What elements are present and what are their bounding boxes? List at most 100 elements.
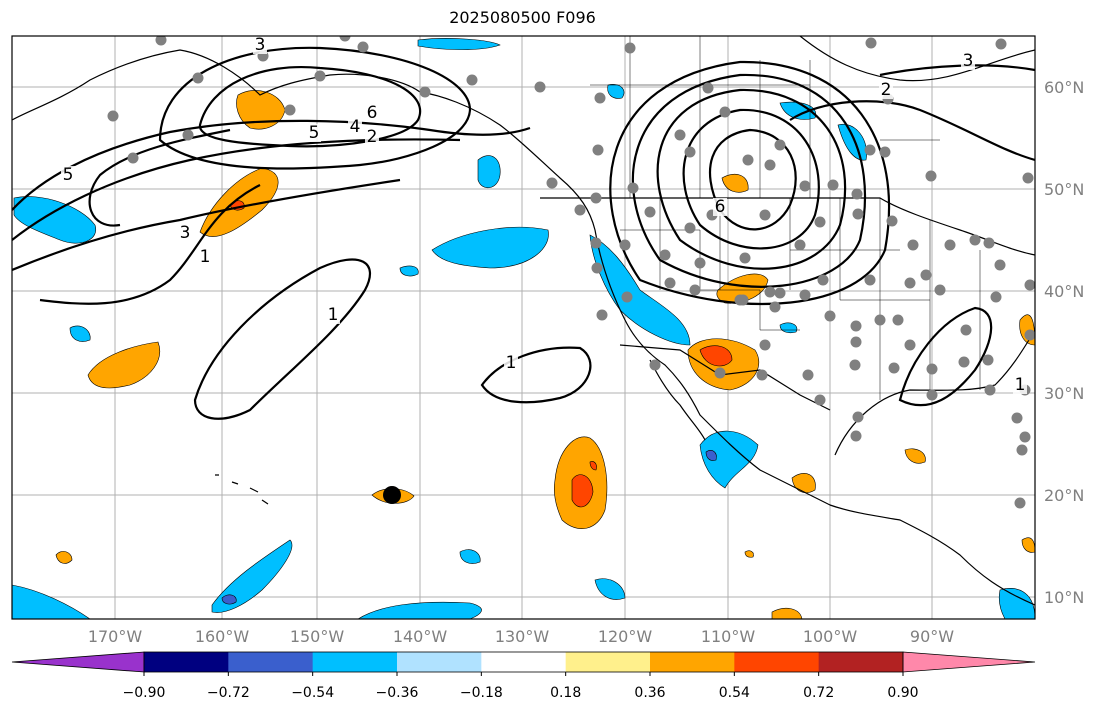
lat-label: 60°N (1044, 78, 1084, 97)
shade-core-2 (699, 345, 733, 367)
coast-north-america (419, 91, 1035, 606)
lon-label: 140°W (393, 627, 448, 646)
colorbar-tick-label: 0.54 (719, 685, 750, 701)
contour-label: 1 (1015, 375, 1026, 395)
colorbar-tick-label: −0.18 (460, 685, 503, 701)
contour-label-bg (198, 248, 212, 266)
station-dot (886, 215, 898, 227)
station-dot (357, 41, 369, 53)
border-us-mexico (619, 344, 831, 411)
station-dot (127, 152, 139, 164)
shade-pos-6 (716, 273, 769, 304)
contour-label-bg (61, 166, 75, 184)
station-dot (759, 339, 771, 351)
shade-pos-7 (721, 174, 749, 193)
contour-5 (39, 184, 261, 305)
shade-neg-17 (998, 588, 1035, 619)
storm-marker (383, 486, 401, 504)
shade-pos-1 (236, 90, 286, 130)
station-dot (794, 239, 806, 251)
station-dot (192, 72, 204, 84)
contour-2-east (789, 100, 1035, 162)
lon-label: 110°W (701, 627, 756, 646)
station-dot (155, 36, 167, 46)
contour-4 (12, 178, 401, 272)
station-dot (684, 222, 696, 234)
colorbar (11, 651, 1036, 673)
station-dot (926, 389, 938, 401)
colorbar-segment (481, 652, 567, 672)
graticule (12, 36, 1035, 619)
shade-neg-12 (211, 539, 293, 613)
coast-baja (649, 359, 706, 441)
contour-label-bg (961, 52, 975, 70)
station-dot (926, 363, 938, 375)
station-dot (714, 367, 726, 379)
station-dot (591, 262, 603, 274)
lon-label: 130°W (495, 627, 550, 646)
station-dot (799, 289, 811, 301)
station-dot (742, 154, 754, 166)
shade-neg-20 (705, 450, 717, 461)
hawaii (215, 474, 269, 505)
station-dot (759, 209, 771, 221)
shade-core-1 (571, 474, 594, 508)
station-dot (958, 356, 970, 368)
colorbar-segment (650, 652, 735, 672)
contour-3-east (879, 64, 1035, 77)
station-dot (594, 92, 606, 104)
contour-label: 1 (328, 305, 339, 325)
station-dot (990, 291, 1002, 303)
state-line-3 (790, 198, 930, 400)
station-dot (814, 394, 826, 406)
colorbar-outline (143, 651, 904, 673)
station-dot (182, 129, 194, 141)
station-dot (874, 314, 886, 326)
station-dot (702, 82, 714, 94)
contour-label: 6 (715, 197, 726, 217)
colorbar-segment (228, 652, 314, 672)
station-dot (850, 430, 862, 442)
station-dot (851, 188, 863, 200)
shade-pos-3 (87, 341, 160, 389)
station-dot (596, 309, 608, 321)
latitude-labels: 60°N 50°N 40°N 30°N 20°N 10°N (1044, 78, 1084, 607)
contour-label: 3 (255, 35, 266, 55)
contour-1-mid (480, 346, 592, 404)
station-dot (734, 294, 746, 306)
station-dot (849, 359, 861, 371)
station-dot (774, 287, 786, 299)
shade-neg-6 (589, 234, 691, 346)
lon-label: 90°W (910, 627, 954, 646)
anomaly-shading (12, 38, 1035, 619)
border-us-canada (540, 197, 1035, 256)
station-dot (817, 274, 829, 286)
station-dot (799, 180, 811, 192)
station-dot (904, 339, 916, 351)
lon-label: 120°W (598, 627, 653, 646)
ridge-4 (631, 73, 867, 288)
station-dot (892, 314, 904, 326)
colorbar-tick-label: −0.90 (123, 685, 166, 701)
shade-neg-15 (594, 578, 626, 600)
lon-label: 150°W (290, 627, 345, 646)
station-dot (982, 354, 994, 366)
station-dot (983, 237, 995, 249)
coast-hudson (799, 36, 1035, 82)
station-dot (534, 81, 546, 93)
contour-low-alaska-outer (158, 46, 472, 170)
ridge-5 (609, 60, 891, 306)
lat-label: 10°N (1044, 588, 1084, 607)
station-dot (590, 192, 602, 204)
contour-label: 5 (63, 165, 74, 185)
station-dot (769, 301, 781, 313)
state-borders (590, 36, 981, 400)
station-dot (314, 70, 326, 82)
contour-labels: 1 1 1 1 2 2 3 3 3 4 5 5 6 6 (61, 35, 1027, 395)
station-dot (774, 139, 786, 151)
shade-neg-16 (459, 549, 481, 564)
ridge-3 (656, 88, 847, 270)
station-dot (674, 129, 686, 141)
colorbar-tick-label: 0.90 (887, 685, 918, 701)
station-dot (960, 324, 972, 336)
